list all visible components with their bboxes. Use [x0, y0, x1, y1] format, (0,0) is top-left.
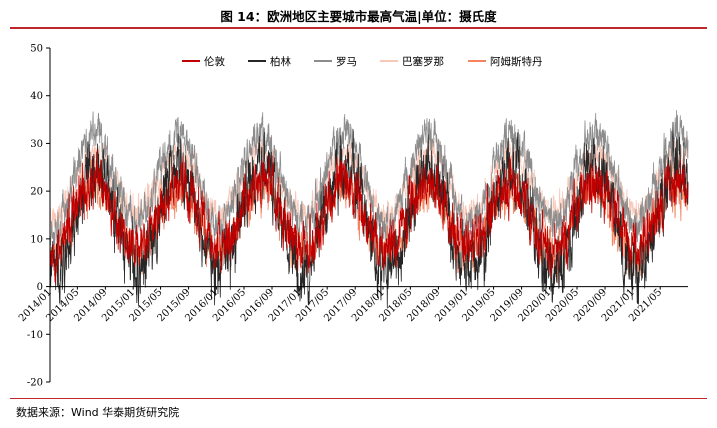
chart-legend: 伦敦 柏林 罗马 巴塞罗那 阿姆斯特丹 [182, 55, 543, 68]
series-line [49, 149, 689, 285]
legend-label: 阿姆斯特丹 [490, 55, 543, 68]
y-tick-label: 0 [37, 282, 43, 293]
legend-label: 巴塞罗那 [402, 55, 444, 68]
y-tick-label: 20 [30, 187, 43, 198]
y-tick-label: 50 [30, 44, 43, 55]
line-chart: -20-10010203040502014/012014/052014/0920… [17, 44, 689, 389]
source-note: 数据来源：Wind 华泰期货研究院 [16, 406, 180, 419]
y-tick-label: 40 [30, 91, 43, 102]
y-tick-label: 10 [30, 234, 43, 245]
legend-label: 罗马 [336, 56, 357, 68]
bottom-divider [10, 398, 707, 399]
y-tick-label: -20 [27, 378, 43, 389]
series-lines [49, 110, 689, 309]
series-line [49, 110, 689, 252]
legend-label: 柏林 [270, 55, 291, 68]
legend-label: 伦敦 [204, 55, 225, 68]
top-divider [10, 27, 707, 29]
y-tick-label: -10 [27, 330, 43, 341]
chart-title: 图 14：欧洲地区主要城市最高气温|单位：摄氏度 [220, 9, 497, 24]
chart-axes: -20-10010203040502014/012014/052014/0920… [17, 44, 688, 389]
y-tick-label: 30 [30, 139, 43, 150]
